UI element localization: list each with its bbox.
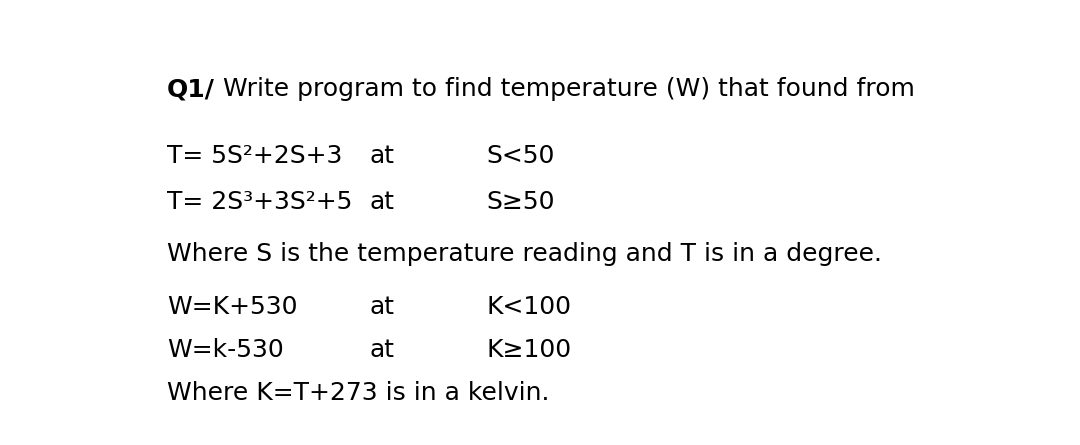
Text: K≥100: K≥100 [486,338,571,362]
Text: Where K=T+273 is in a kelvin.: Where K=T+273 is in a kelvin. [166,380,550,405]
Text: T= 2S³+3S²+5: T= 2S³+3S²+5 [166,190,352,214]
Text: S≥50: S≥50 [486,190,555,214]
Text: Write program to find temperature (W) that found from: Write program to find temperature (W) th… [215,77,915,101]
Text: W=k-530: W=k-530 [166,338,284,362]
Text: Where S is the temperature reading and T is in a degree.: Where S is the temperature reading and T… [166,242,881,266]
Text: Q1/: Q1/ [166,77,215,101]
Text: at: at [369,190,394,214]
Text: S<50: S<50 [486,144,555,168]
Text: at: at [369,144,394,168]
Text: T= 5S²+2S+3: T= 5S²+2S+3 [166,144,342,168]
Text: W=K+530: W=K+530 [166,295,297,319]
Text: at: at [369,338,394,362]
Text: at: at [369,295,394,319]
Text: K<100: K<100 [486,295,571,319]
